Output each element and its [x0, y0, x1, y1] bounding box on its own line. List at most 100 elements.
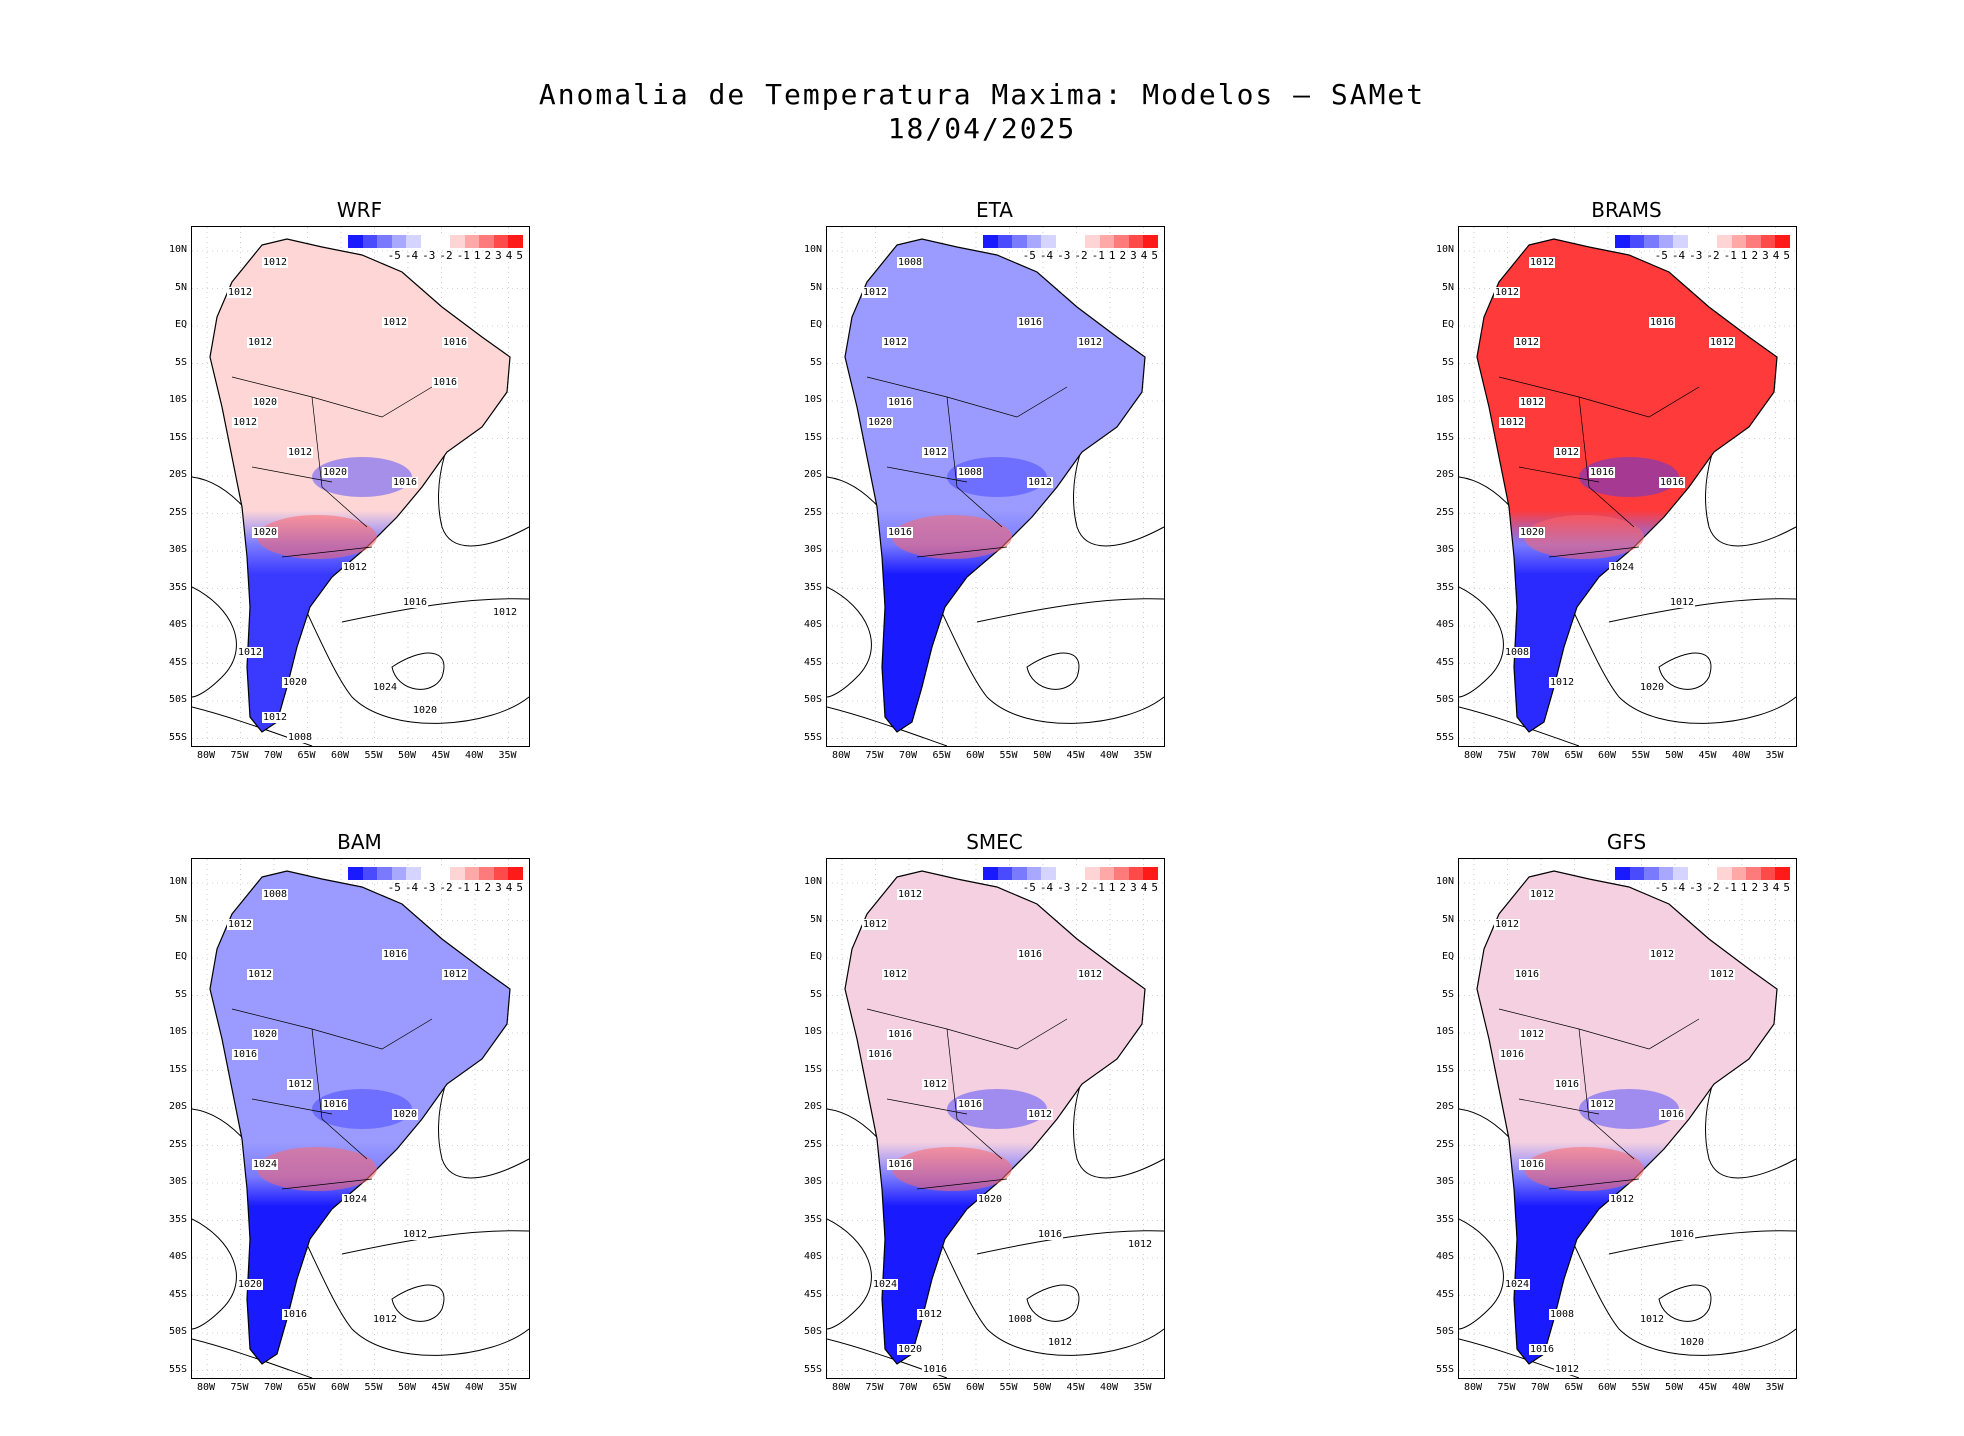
lon-tick-label: 65W — [1564, 1382, 1583, 1393]
lon-tick-label: 45W — [1066, 1382, 1085, 1393]
isobar-label: 1012 — [922, 1079, 949, 1090]
lon-tick-label: 75W — [230, 1382, 249, 1393]
panel-title: BAM — [337, 830, 382, 854]
lon-tick-label: 40W — [464, 750, 484, 761]
lon-tick-label: 45W — [431, 750, 450, 761]
isobar-label: 1016 — [432, 377, 459, 388]
lon-tick-label: 35W — [1133, 750, 1152, 761]
isobar-label: 1012 — [1127, 1239, 1154, 1250]
colorbar-tick: 4 — [505, 249, 513, 262]
isobar-label: 1008 — [1007, 1314, 1034, 1325]
lon-tick-label: 60W — [965, 1382, 985, 1393]
colorbar-cell — [1055, 867, 1071, 880]
isobar-label: 1012 — [1494, 287, 1521, 298]
isobar-label: 1016 — [1519, 1159, 1546, 1170]
isobar-label: 1012 — [922, 447, 949, 458]
map-area: -5 -4 -3 -2 -1 1 2 3 4 5 1012 1012 1012 1012 1016 1020 1… — [191, 226, 530, 747]
colorbar-tick: -5 — [387, 249, 401, 262]
lat-tick-label: 40S — [168, 1251, 187, 1262]
isobar-label: 1008 — [287, 732, 314, 743]
colorbar-tick: -5 — [1654, 249, 1668, 262]
colorbar-cell — [1673, 867, 1688, 880]
isobar-label: 1012 — [1589, 1099, 1616, 1110]
colorbar-cell — [1687, 235, 1703, 248]
lat-tick-label: 30S — [168, 544, 187, 555]
lat-tick-label: 10S — [168, 1026, 187, 1037]
colorbar-tick: 2 — [1119, 249, 1127, 262]
colorbar-tick: -1 — [1091, 881, 1105, 894]
lon-tick-label: 35W — [498, 750, 517, 761]
lon-tick-label: 55W — [364, 1382, 383, 1393]
colorbar-cell — [450, 867, 465, 880]
lat-tick-label: 45S — [168, 1288, 187, 1300]
colorbar-cell — [420, 867, 436, 880]
lat-tick-label: 25S — [168, 506, 187, 518]
colorbar-cell — [508, 235, 523, 248]
colorbar-cell — [997, 867, 1013, 880]
isobar-label: 1012 — [1554, 1364, 1581, 1375]
isobar-label: 1012 — [287, 1079, 314, 1090]
lat-tick-label: 25S — [1435, 506, 1454, 518]
lon-tick-label: 70W — [263, 750, 283, 761]
isobar-label: 1012 — [402, 1229, 429, 1240]
isobar-label: 1012 — [262, 257, 289, 268]
isobar-label: 1012 — [1549, 677, 1576, 688]
isobar-label: 1012 — [1669, 597, 1696, 608]
lat-tick-label: 10N — [1435, 244, 1454, 255]
lat-tick-label: 10S — [1435, 1026, 1454, 1037]
colorbar-tick: -3 — [422, 881, 436, 894]
lon-tick-label: 65W — [1564, 750, 1583, 761]
isobar-label: 1016 — [867, 1049, 894, 1060]
lat-tick-label: 30S — [803, 1176, 822, 1187]
lon-tick-label: 55W — [999, 1382, 1018, 1393]
lat-tick-label: 20S — [1435, 1101, 1454, 1112]
isobar-label: 1012 — [1499, 417, 1526, 428]
isobar-label: 1016 — [232, 1049, 259, 1060]
colorbar-cell — [406, 235, 421, 248]
colorbar-cell — [493, 867, 509, 880]
colorbar-cell — [1644, 867, 1659, 880]
colorbar-tick: 4 — [1140, 249, 1148, 262]
colorbar-cell — [435, 235, 451, 248]
isobar-label: 1016 — [1017, 317, 1044, 328]
isobar-label: 1020 — [977, 1194, 1004, 1205]
colorbar-cell — [377, 235, 392, 248]
colorbar-tick: 2 — [1751, 881, 1759, 894]
colorbar-cell — [1128, 867, 1144, 880]
colorbar: -5 -4 -3 -2 -1 1 2 3 4 5 — [1615, 867, 1790, 897]
colorbar-tick: -1 — [456, 249, 470, 262]
lat-tick-label: 45S — [803, 656, 822, 668]
lat-tick-label: 10N — [803, 244, 822, 255]
lat-tick-label: 15S — [168, 431, 187, 443]
isobar-label: 1012 — [247, 969, 274, 980]
lat-tick-label: 55S — [1435, 1363, 1454, 1375]
colorbar-cell — [1702, 235, 1718, 248]
lat-tick-label: 50S — [1435, 1326, 1454, 1337]
colorbar-tick: -3 — [422, 249, 436, 262]
colorbar-tick: -1 — [1723, 881, 1737, 894]
panel-title: GFS — [1606, 830, 1647, 854]
isobar-label: 1016 — [887, 397, 914, 408]
colorbar-cell — [1143, 235, 1158, 248]
isobar-label: 1012 — [237, 647, 264, 658]
colorbar-tick: -2 — [1074, 249, 1088, 262]
lat-tick-label: 40S — [803, 619, 822, 630]
lon-tick-label: 65W — [932, 1382, 951, 1393]
colorbar-tick: 3 — [1130, 881, 1137, 894]
lon-tick-label: 55W — [1631, 1382, 1650, 1393]
lat-tick-label: 55S — [803, 1363, 822, 1375]
lon-tick-label: 35W — [1765, 1382, 1784, 1393]
colorbar-tick: -4 — [404, 249, 419, 262]
lat-tick-label: 20S — [803, 1101, 822, 1112]
isobar-label: 1016 — [382, 949, 409, 960]
lat-tick-label: 10N — [1435, 876, 1454, 887]
lat-tick-label: 50S — [168, 1326, 187, 1337]
panel-title: WRF — [336, 198, 383, 222]
map-area: -5 -4 -3 -2 -1 1 2 3 4 5 1012 1012 1012 1016 1012 1012 1… — [1458, 226, 1797, 747]
isobar-label: 1020 — [322, 467, 349, 478]
isobar-label: 1016 — [1649, 317, 1676, 328]
colorbar-cell — [1731, 867, 1747, 880]
colorbar-cell — [1114, 867, 1129, 880]
isobar-label: 1024 — [372, 682, 399, 693]
isobar-label: 1016 — [887, 527, 914, 538]
